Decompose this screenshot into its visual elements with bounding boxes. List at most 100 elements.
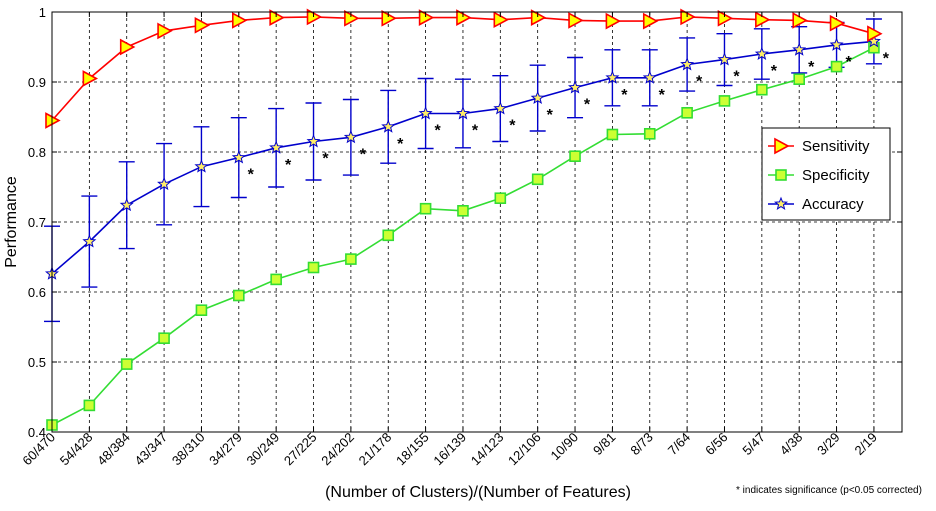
x-tick-label: 14/123 xyxy=(468,430,507,469)
significance-star: * xyxy=(659,87,666,104)
point-specificity xyxy=(233,289,245,302)
significance-star: * xyxy=(845,54,852,71)
x-tick-label: 21/178 xyxy=(356,430,395,469)
significance-footnote: * indicates significance (p<0.05 correct… xyxy=(736,485,922,496)
point-specificity xyxy=(382,229,395,242)
significance-star: * xyxy=(285,157,292,174)
point-specificity xyxy=(83,399,96,412)
legend-item-accuracy: Accuracy xyxy=(768,196,864,213)
x-tick-label: 27/225 xyxy=(281,430,320,469)
point-sensitivity xyxy=(867,25,883,43)
legend-label: Accuracy xyxy=(802,196,864,213)
point-sensitivity xyxy=(119,38,136,56)
point-specificity xyxy=(569,150,581,162)
point-accuracy xyxy=(605,70,620,84)
point-sensitivity xyxy=(82,70,99,87)
y-tick-label: 0.7 xyxy=(28,215,46,230)
y-axis-title: Performance xyxy=(3,176,20,268)
y-axis-ticks: 0.4 0.5 0.6 0.7 0.8 0.9 1 xyxy=(28,5,902,440)
x-tick-label: 54/428 xyxy=(57,430,96,469)
point-specificity xyxy=(307,261,320,274)
y-tick-label: 0.6 xyxy=(28,285,46,300)
legend: Sensitivity Specificity Accuracy xyxy=(761,127,891,221)
x-tick-label: 10/90 xyxy=(548,430,582,464)
point-accuracy xyxy=(568,80,583,94)
legend-item-sensitivity: Sensitivity xyxy=(768,137,870,155)
point-sensitivity xyxy=(829,14,846,32)
point-specificity xyxy=(494,192,507,204)
y-tick-label: 0.9 xyxy=(28,75,46,90)
significance-star: * xyxy=(883,50,890,67)
point-specificity xyxy=(270,273,282,286)
legend-label: Specificity xyxy=(802,167,870,184)
significance-star: * xyxy=(434,123,441,140)
point-accuracy xyxy=(157,176,172,191)
point-specificity xyxy=(158,332,170,345)
legend-swatch-marker xyxy=(774,137,790,155)
significance-star: * xyxy=(322,151,329,168)
y-tick-label: 0.4 xyxy=(28,425,46,440)
point-accuracy xyxy=(119,197,134,212)
significance-star: * xyxy=(472,123,479,140)
point-specificity xyxy=(419,202,432,215)
x-axis-title: (Number of Clusters)/(Number of Features… xyxy=(325,484,631,501)
point-accuracy xyxy=(82,234,97,248)
significance-star: * xyxy=(696,74,703,91)
legend-swatch-marker xyxy=(775,169,787,181)
legend-label: Sensitivity xyxy=(802,138,870,155)
x-tick-label: 30/249 xyxy=(244,430,283,469)
point-accuracy xyxy=(194,159,209,173)
x-tick-label: 7/64 xyxy=(665,430,694,459)
x-tick-label: 4/38 xyxy=(777,430,806,459)
x-tick-label: 9/81 xyxy=(590,430,619,459)
y-tick-label: 0.5 xyxy=(28,355,46,370)
x-tick-label: 5/47 xyxy=(739,430,768,459)
significance-star: * xyxy=(397,136,404,153)
point-sensitivity xyxy=(642,12,659,30)
point-accuracy xyxy=(381,119,396,133)
significance-star: * xyxy=(360,146,367,163)
point-accuracy xyxy=(717,52,732,66)
x-tick-label: 43/347 xyxy=(131,430,170,469)
y-tick-label: 1 xyxy=(39,5,46,20)
significance-star: * xyxy=(771,63,778,80)
significance-markers: * * * * * * * * * * * * * * * * * * xyxy=(248,50,890,183)
x-tick-label: 2/19 xyxy=(852,430,881,459)
point-accuracy xyxy=(829,37,844,51)
significance-star: * xyxy=(733,69,740,86)
x-tick-label: 8/73 xyxy=(627,430,656,459)
x-tick-label: 16/139 xyxy=(430,430,469,469)
x-tick-label: 3/29 xyxy=(814,430,843,459)
legend-swatch-marker xyxy=(773,196,789,210)
point-specificity xyxy=(756,83,768,96)
point-specificity xyxy=(793,73,806,85)
point-specificity xyxy=(830,60,843,73)
point-accuracy xyxy=(306,134,321,148)
point-accuracy xyxy=(269,140,284,154)
point-accuracy xyxy=(418,106,433,120)
point-sensitivity xyxy=(157,22,173,40)
point-specificity xyxy=(606,128,619,141)
point-specificity xyxy=(718,95,731,107)
point-accuracy xyxy=(792,42,807,56)
significance-star: * xyxy=(547,107,554,124)
point-accuracy xyxy=(343,129,358,144)
significance-star: * xyxy=(584,97,591,114)
point-specificity xyxy=(345,253,357,265)
point-accuracy xyxy=(455,106,470,120)
point-sensitivity xyxy=(194,16,211,34)
y-tick-label: 0.8 xyxy=(28,145,46,160)
point-accuracy xyxy=(680,57,695,71)
point-specificity xyxy=(681,107,693,119)
x-tick-label: 18/155 xyxy=(393,430,432,469)
x-tick-label: 24/202 xyxy=(318,430,357,469)
point-accuracy xyxy=(493,101,508,115)
point-accuracy xyxy=(231,150,246,164)
significance-star: * xyxy=(808,59,815,76)
significance-star: * xyxy=(509,118,516,135)
x-tick-label: 48/384 xyxy=(94,430,133,469)
series-markers xyxy=(44,8,883,431)
point-sensitivity xyxy=(605,12,622,30)
